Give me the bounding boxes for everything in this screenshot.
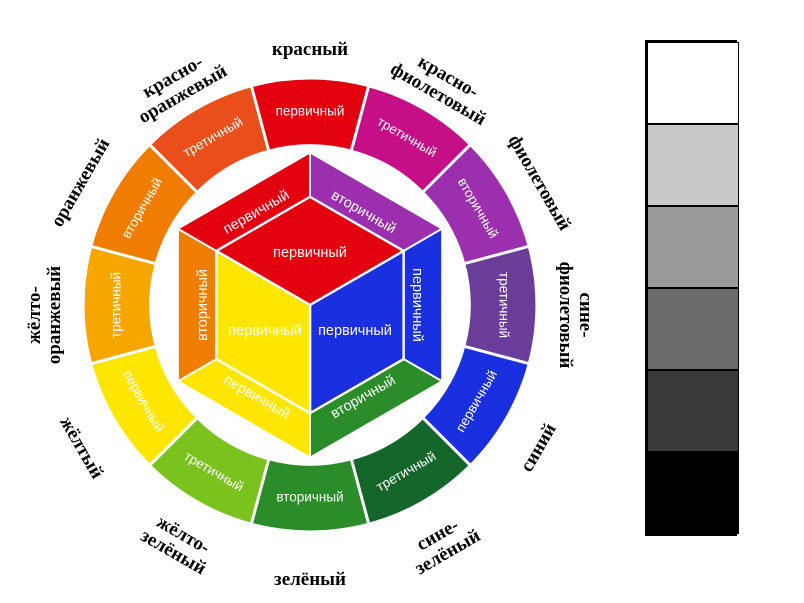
- ring-label: третичный: [497, 272, 512, 338]
- color-name-label: красный: [272, 39, 348, 61]
- grayscale-cell: [647, 42, 739, 124]
- hexagon-label: вторичный: [195, 269, 211, 341]
- grayscale-cell: [647, 370, 739, 452]
- grayscale-strip: [645, 40, 737, 536]
- color-wheel: первичный третичный вторичный третичный перв…: [30, 25, 590, 585]
- color-name-label: зелёный: [274, 569, 346, 591]
- color-name-label: жёлто- оранжевый: [25, 266, 65, 365]
- inner-triangle-label: первичный: [273, 245, 347, 261]
- grayscale-cell: [647, 124, 739, 206]
- grayscale-cell: [647, 288, 739, 370]
- ring-label: первичный: [276, 103, 345, 118]
- ring-label: третичный: [108, 272, 123, 338]
- inner-triangle-label: первичный: [318, 323, 392, 339]
- ring-label: вторичный: [276, 490, 343, 505]
- hexagon-label: первичный: [409, 268, 425, 342]
- color-name-label: сине- фиолетовый: [555, 262, 595, 369]
- inner-triangle-label: первичный: [228, 323, 302, 339]
- grayscale-cell: [647, 452, 739, 534]
- grayscale-cell: [647, 206, 739, 288]
